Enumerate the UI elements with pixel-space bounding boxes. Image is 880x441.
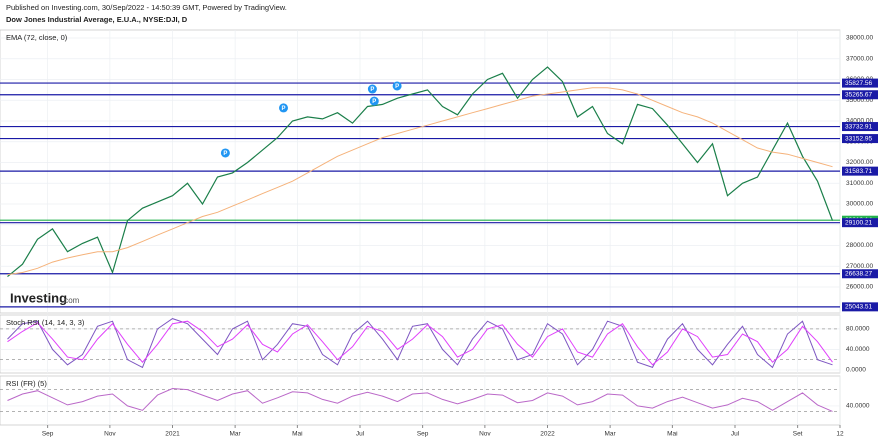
y-tick-label: 38000.00 — [846, 35, 873, 42]
x-tick-label: Mai — [667, 431, 677, 438]
y-tick-label: 40.0000 — [846, 403, 870, 410]
level-label: 31583.71 — [845, 168, 872, 175]
level-label-box — [842, 122, 878, 132]
annotation-text: P — [223, 151, 227, 157]
level-label: 29100.21 — [845, 219, 872, 226]
watermark: Investing — [10, 290, 67, 305]
watermark-suffix: .com — [62, 296, 80, 305]
level-label: 25043.51 — [845, 304, 872, 311]
x-tick-label: Set — [793, 431, 803, 438]
x-tick-label: Nov — [479, 431, 491, 438]
x-tick-label: Mar — [605, 431, 617, 438]
annotation-text: P — [281, 106, 285, 112]
level-label: 35827.56 — [845, 80, 872, 87]
annotation-marker — [367, 84, 377, 94]
level-label-box — [842, 218, 878, 228]
series-line — [7, 66, 834, 278]
y-tick-label: 34000.00 — [846, 118, 873, 125]
panel-title: RSI (FR) (5) — [6, 379, 47, 388]
x-tick-label: 2022 — [540, 431, 555, 438]
y-tick-label: 0.0000 — [846, 367, 866, 374]
annotation-marker — [392, 81, 402, 91]
level-label: 33152.95 — [845, 135, 872, 142]
annotation-marker — [369, 96, 379, 106]
level-label-box — [842, 166, 878, 176]
x-tick-label: Sep — [417, 431, 429, 438]
x-tick-label: Mar — [230, 431, 242, 438]
y-tick-label: 26000.00 — [846, 284, 873, 291]
level-label: 26638.27 — [845, 270, 872, 277]
y-tick-label: 40.0000 — [846, 346, 870, 353]
published-note: Published on Investing.com, 30/Sep/2022 … — [6, 3, 287, 12]
annotation-marker — [279, 103, 288, 113]
x-tick-label: Jul — [731, 431, 740, 438]
series-line — [7, 320, 833, 366]
series-line — [7, 318, 833, 369]
y-tick-label: 28000.00 — [846, 242, 873, 249]
y-tick-label: 27000.00 — [846, 263, 873, 270]
level-label-box — [842, 269, 878, 279]
y-tick-label: 37000.00 — [846, 55, 873, 62]
annotation-marker — [220, 148, 230, 158]
y-tick-label: 35000.00 — [846, 97, 873, 104]
series-line — [7, 87, 833, 276]
y-tick-label: 31000.00 — [846, 180, 873, 187]
panel-title: EMA (72, close, 0) — [6, 33, 68, 42]
panel-title: Stoch RSI (14, 14, 3, 3) — [6, 318, 85, 327]
level-label: 35265.67 — [845, 91, 872, 98]
x-tick-label: Mai — [292, 431, 302, 438]
y-tick-label: 30000.00 — [846, 201, 873, 208]
level-label-box — [842, 302, 878, 312]
y-tick-label: 32000.00 — [846, 159, 873, 166]
x-tick-label: Sep — [42, 431, 54, 438]
x-tick-label: Nov — [104, 431, 116, 438]
x-tick-label: 12 — [836, 431, 844, 438]
y-tick-label: 80.0000 — [846, 326, 870, 333]
annotation-text: P — [372, 99, 376, 105]
x-tick-label: Jul — [356, 431, 365, 438]
series-line — [7, 387, 833, 412]
annotation-text: P — [370, 87, 374, 93]
x-tick-label: 2021 — [165, 431, 180, 438]
symbol-title: Dow Jones Industrial Average, E.U.A., NY… — [6, 15, 188, 24]
level-label-box — [842, 78, 878, 88]
annotation-text: P — [395, 84, 399, 90]
level-label-box — [842, 134, 878, 144]
level-label: 33732.91 — [845, 123, 872, 130]
level-label-box — [842, 90, 878, 100]
